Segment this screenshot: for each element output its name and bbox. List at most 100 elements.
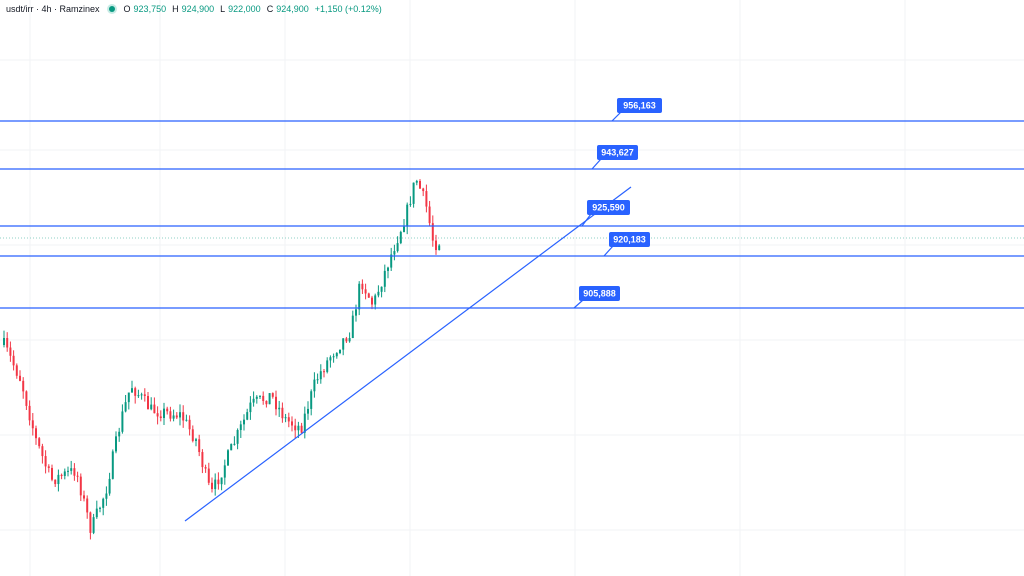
- candle-body: [99, 507, 101, 509]
- candle-body: [83, 495, 85, 499]
- price-change: +1,150 (+0.12%): [314, 4, 382, 14]
- candle-body: [9, 347, 12, 356]
- candle-body: [191, 429, 194, 441]
- symbol-title[interactable]: usdt/irr · 4h · Ramzinex: [6, 4, 100, 14]
- candle-body: [438, 245, 441, 251]
- candle-body: [31, 420, 34, 429]
- candle-body: [412, 182, 415, 204]
- candle-body: [134, 388, 137, 396]
- candle-body: [105, 493, 108, 499]
- candle-body: [195, 439, 197, 441]
- level: 905,888: [0, 286, 1024, 309]
- candle-body: [137, 395, 140, 397]
- candle-body: [294, 425, 297, 431]
- ohlc-value: 923,750: [133, 4, 167, 14]
- candle-body: [188, 419, 191, 430]
- candle-body: [163, 408, 165, 418]
- candle-body: [76, 475, 79, 477]
- callout-box: [617, 98, 662, 113]
- candle-body: [393, 251, 396, 255]
- candle-body: [396, 243, 399, 252]
- callout-pointer: [591, 158, 602, 170]
- candle-body: [319, 371, 322, 380]
- candle-body: [275, 396, 277, 410]
- candle-body: [41, 446, 44, 457]
- callout[interactable]: 905,888: [579, 286, 620, 301]
- level: 925,590: [0, 200, 1024, 227]
- candle-body: [268, 393, 271, 405]
- candle-body: [12, 355, 15, 366]
- candle-body: [102, 498, 105, 508]
- candle-body: [67, 470, 69, 472]
- candle-body: [175, 415, 178, 418]
- ohlc-value: 924,900: [276, 4, 309, 14]
- candle-body: [383, 270, 386, 287]
- callout[interactable]: 943,627: [597, 145, 638, 160]
- candle-body: [131, 388, 133, 393]
- callout-label: 956,163: [623, 100, 656, 110]
- candle-body: [44, 456, 47, 467]
- candle-body: [60, 474, 63, 476]
- candle-body: [329, 357, 332, 361]
- candle-body: [169, 411, 172, 419]
- ohlc-key: H: [172, 4, 179, 14]
- candle-body: [399, 231, 402, 244]
- candle-body: [127, 392, 130, 403]
- trend-line: [184, 186, 632, 522]
- callout-pointer: [573, 299, 584, 309]
- candle-body: [86, 498, 89, 513]
- candle-body: [355, 309, 357, 316]
- candle-body: [38, 438, 41, 447]
- level: 956,163: [0, 98, 1024, 122]
- candle-body: [6, 338, 9, 348]
- candle-body: [182, 412, 185, 421]
- callout[interactable]: 920,183: [609, 232, 650, 247]
- candle-body: [278, 407, 281, 410]
- candle-body: [95, 508, 98, 518]
- candle-body: [249, 402, 252, 413]
- callout-label: 943,627: [601, 147, 634, 157]
- candle-body: [425, 191, 428, 207]
- candle-body: [57, 474, 60, 485]
- candle-body: [348, 338, 351, 342]
- callout-box: [609, 232, 650, 247]
- candle-body: [303, 413, 306, 433]
- callout[interactable]: 956,163: [617, 98, 662, 113]
- candle-body: [73, 468, 76, 476]
- candle-body: [271, 393, 274, 397]
- candle-body: [108, 478, 111, 494]
- callout[interactable]: 925,590: [587, 200, 630, 215]
- candle-body: [265, 400, 268, 405]
- candle-body: [374, 295, 377, 305]
- candle-body: [335, 353, 338, 357]
- candle-body: [233, 443, 236, 445]
- ohlc-key: C: [266, 4, 274, 14]
- candle-body: [115, 436, 117, 452]
- candle-body: [297, 425, 300, 431]
- candle-body: [3, 338, 5, 345]
- candle-body: [89, 512, 92, 533]
- candle-body: [380, 286, 383, 292]
- ohlc-value: 924,900: [181, 4, 215, 14]
- candle-body: [54, 479, 57, 485]
- candle-body: [214, 479, 217, 490]
- candle-body: [390, 254, 393, 268]
- candle-body: [323, 371, 325, 373]
- candle-body: [313, 379, 316, 392]
- callout-box: [597, 145, 638, 160]
- candle-body: [204, 467, 207, 469]
- candle-body: [422, 188, 425, 192]
- candle-body: [153, 404, 156, 414]
- ohlc-value: 922,000: [228, 4, 261, 14]
- candle-body: [51, 467, 53, 480]
- candle-body: [19, 375, 21, 381]
- candle-body: [166, 408, 169, 412]
- candle-body: [159, 416, 162, 418]
- candle-body: [201, 452, 204, 468]
- candle-body: [403, 226, 405, 232]
- candle-body: [150, 404, 153, 410]
- callout-pointer: [603, 245, 614, 257]
- candle-body: [15, 365, 18, 376]
- candle-body: [307, 408, 309, 414]
- candle-body: [259, 395, 261, 397]
